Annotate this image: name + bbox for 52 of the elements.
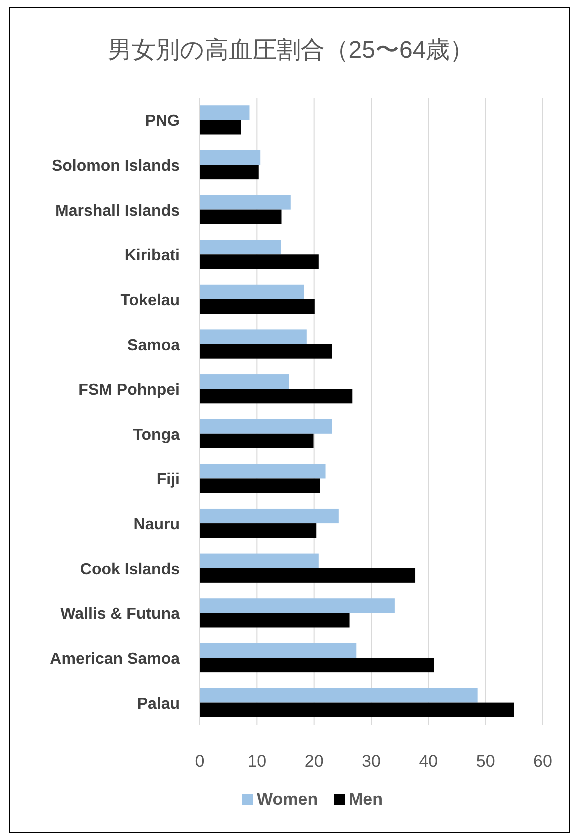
bar <box>200 344 332 359</box>
y-tick-label: Fiji <box>156 472 180 489</box>
bar <box>200 195 291 210</box>
bar <box>200 240 282 255</box>
y-tick-label: Tonga <box>133 426 180 444</box>
legend-label: Men <box>349 790 383 809</box>
bar <box>200 374 290 390</box>
bar <box>200 554 319 568</box>
y-tick-label: American Samoa <box>50 650 180 668</box>
bar <box>200 106 250 120</box>
bar <box>200 120 242 135</box>
y-tick-label: Solomon Islands <box>52 158 180 176</box>
bar <box>200 330 307 344</box>
chart-title: 男女別の高血圧割合（25〜64歳） <box>108 37 474 64</box>
x-tick-label: 10 <box>248 752 267 771</box>
bar <box>200 568 416 583</box>
x-tick-label: 60 <box>534 752 552 771</box>
x-tick-label: 50 <box>476 752 496 771</box>
bar <box>200 150 261 166</box>
bar <box>200 284 304 300</box>
bar <box>200 210 282 224</box>
bar <box>200 299 315 314</box>
y-tick-label: Marshall Islands <box>56 202 180 220</box>
y-tick-label: Tokelau <box>120 292 180 310</box>
bar <box>200 254 319 270</box>
y-tick-label: Samoa <box>128 337 180 354</box>
bar <box>200 613 350 628</box>
bar <box>200 419 332 434</box>
x-tick-label: 30 <box>362 752 381 771</box>
bar <box>200 165 259 180</box>
bar <box>200 598 395 614</box>
bar <box>200 688 478 703</box>
bar <box>200 389 353 404</box>
y-tick-label: Cook Islands <box>80 561 180 578</box>
y-tick-label: Wallis & Futuna <box>60 606 180 624</box>
legend-label: Women <box>257 790 318 809</box>
y-tick-label: FSM Pohnpei <box>78 382 180 400</box>
bar <box>200 508 339 524</box>
y-tick-label: Palau <box>137 696 180 713</box>
bar <box>200 464 326 479</box>
y-tick-label: Kiribati <box>124 248 180 265</box>
bar <box>200 478 320 494</box>
bar <box>200 702 514 718</box>
bar <box>200 658 434 673</box>
x-tick-label: 0 <box>195 752 205 771</box>
bar <box>200 434 314 448</box>
bar <box>200 524 317 538</box>
y-tick-label: Nauru <box>134 516 180 534</box>
x-tick-label: 40 <box>419 752 438 771</box>
y-tick-label: PNG <box>145 113 180 130</box>
bar <box>200 643 357 658</box>
x-tick-label: 20 <box>304 752 324 771</box>
